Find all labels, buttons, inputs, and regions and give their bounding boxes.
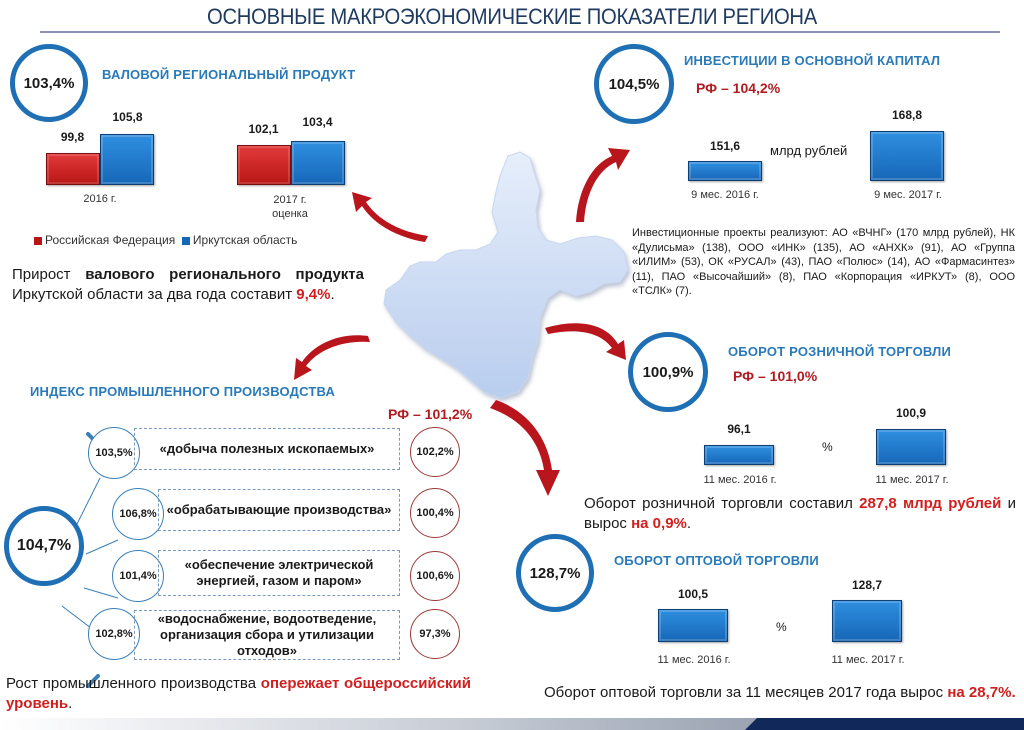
legend-label-region: Иркутская область [192,233,298,247]
industry-row3-region: 101,4% [112,550,164,602]
wholesale-2017-label: 11 мес. 2017 г. [831,654,905,666]
grp-2016-rf-bar [46,153,100,185]
retail-summary: Оборот розничной торговли составил 287,8… [584,494,1016,534]
grp-2016-region-value: 105,8 [112,110,143,124]
grp-2017-rf-value: 102,1 [248,122,279,136]
wholesale-2016-bar [658,609,728,642]
retail-2017-label: 11 мес. 2017 г. [875,474,949,486]
legend-swatch-rf [34,236,42,245]
industry-row4-region: 102,8% [88,608,140,660]
arrow-to-retail [545,323,626,360]
industry-row1-rf: 102,2% [410,427,460,477]
retail-rf-value: РФ – 101,0% [733,368,818,384]
grp-summary-bold: валового регионального продукта [85,266,364,283]
retail-growth: на 0,9% [631,515,687,532]
arrow-to-investments [576,148,630,222]
investments-2016-value: 151,6 [709,139,741,153]
grp-summary-end: . [330,286,335,303]
wholesale-summary-text: Оборот оптовой торговли за 11 месяцев 20… [544,684,948,701]
arrow-to-grp [352,192,428,242]
grp-legend: Российская Федерация Иркутская область [34,233,297,247]
arrows [294,148,630,496]
legend-swatch-region [181,236,190,245]
industry-row2-label: «обрабатывающие производства» [158,489,400,531]
retail-2017-value: 100,9 [895,406,927,420]
wholesale-summary: Оборот оптовой торговли за 11 месяцев 20… [544,683,1016,702]
grp-2017-label-line1: 2017 г. [273,194,307,206]
grp-2017-label-line2: оценка [272,208,308,220]
wholesale-2017-value: 128,7 [851,578,883,592]
retail-2017-bar [876,429,946,465]
investments-2017-label: 9 мес. 2017 г. [874,189,942,201]
industry-summary-text: Рост промышленного производства [6,675,261,692]
grp-summary-text-2: Иркутской области за два года составит [12,286,297,303]
grp-2017-label: 2017 г. оценка [236,193,344,221]
industry-row2-rf: 100,4% [410,488,460,538]
investments-rf-value: РФ – 104,2% [696,80,781,96]
grp-growth-value: 9,4% [296,286,331,303]
industry-summary-highlight: опережает общероссийский уровень [6,675,471,712]
investments-2016-label: 9 мес. 2016 г. [691,189,759,201]
investments-2017-value: 168,8 [891,108,923,122]
industry-row2-region: 106,8% [112,488,164,540]
wholesale-2016-label: 11 мес. 2016 г. [657,654,731,666]
industry-row3-rf: 100,6% [410,551,460,601]
retail-summary-text-2: и вырос [584,495,1017,532]
industry-summary-end: . [68,695,73,712]
investments-title: ИНВЕСТИЦИИ В ОСНОВНОЙ КАПИТАЛ [684,53,941,68]
industry-main-ring: 104,7% [4,506,84,586]
grp-2016-label: 2016 г. [83,193,117,205]
grp-2017-region-bar [291,141,345,185]
grp-2016-region-bar [100,134,154,185]
grp-summary-text: Прирост [12,266,86,283]
grp-2017-rf-bar [237,145,291,185]
industry-row4-label: «водоснабжение, водоотведение, организац… [134,610,400,660]
retail-amount: 287,8 млрд рублей [859,495,1002,512]
grp-2016-rf-value: 99,8 [60,130,85,144]
page-title: ОСНОВНЫЕ МАКРОЭКОНОМИЧЕСКИЕ ПОКАЗАТЕЛИ Р… [206,4,817,29]
wholesale-2016-value: 100,5 [677,587,709,601]
investment-projects-text: Инвестиционные проекты реализуют: АО «ВЧ… [632,227,1015,298]
arrow-to-wholesale [490,400,560,496]
grp-title: ВАЛОВОЙ РЕГИОНАЛЬНЫЙ ПРОДУКТ [102,67,356,82]
legend-label-rf: Российская Федерация [45,233,176,247]
wholesale-2017-bar [832,600,902,642]
retail-2016-label: 11 мес. 2016 г. [703,474,777,486]
investments-2017-bar [870,131,944,181]
retail-summary-end: . [686,515,692,532]
retail-2016-bar [704,445,774,465]
irkutsk-region-map [383,151,629,399]
footer-gradient-bar [0,718,760,730]
grp-ring: 103,4% [10,44,88,122]
retail-title: ОБОРОТ РОЗНИЧНОЙ ТОРГОВЛИ [728,344,952,359]
wholesale-unit: % [776,620,787,634]
industry-rf-value: РФ – 101,2% [388,406,473,422]
industry-title: ИНДЕКС ПРОМЫШЛЕННОГО ПРОИЗВОДСТВА [30,384,336,399]
industry-row4-rf: 97,3% [410,609,460,659]
industry-row1-region: 103,5% [88,427,140,479]
investments-2016-bar [688,161,762,181]
investments-unit: млрд рублей [770,143,848,158]
grp-summary: Прирост валового регионального продукта … [12,265,364,305]
industry-row3-label: «обеспечение электрической энергией, газ… [158,550,400,596]
retail-summary-text: Оборот розничной торговли составил [584,495,860,512]
grp-2017-region-value: 103,4 [302,115,333,129]
title-divider [40,31,1000,33]
wholesale-ring: 128,7% [516,534,594,612]
retail-ring: 100,9% [628,332,708,412]
retail-2016-value: 96,1 [727,422,751,436]
footer-dark-bar [745,718,1024,730]
investments-ring: 104,5% [594,44,674,124]
wholesale-growth: на 28,7%. [947,684,1016,701]
wholesale-title: ОБОРОТ ОПТОВОЙ ТОРГОВЛИ [614,553,819,568]
arrow-to-industry [294,335,370,380]
industry-summary: Рост промышленного производства опережае… [6,674,471,714]
retail-unit: % [822,440,833,454]
industry-row1-label: «добыча полезных ископаемых» [134,428,400,470]
